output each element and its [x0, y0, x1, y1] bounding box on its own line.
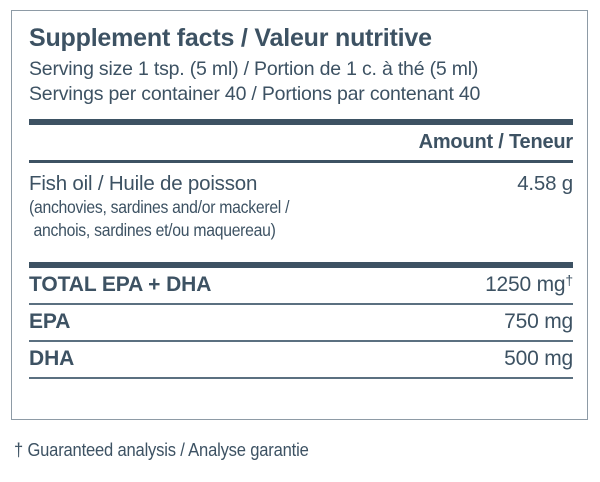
nutrient-row-divider-1: [29, 303, 573, 305]
page-title: Supplement facts / Valeur nutritive: [29, 24, 432, 52]
nutrient-name-dha: DHA: [29, 347, 75, 370]
header-divider-bar-top: [29, 119, 573, 125]
servings-per-container-text: Servings per container 40 / Portions par…: [29, 83, 481, 105]
amount-header-row: Amount / Teneur: [29, 125, 574, 160]
amount-header-label: Amount / Teneur: [418, 131, 574, 153]
footnote-text: † Guaranteed analysis / Analyse garantie: [14, 440, 309, 460]
serving-size-text: Serving size 1 tsp. (5 ml) / Portion de …: [29, 58, 479, 80]
ingredient-source-block: (anchovies, sardines and/or mackerel / a…: [29, 196, 573, 253]
ingredient-amount: 4.58 g: [517, 172, 573, 195]
amount-header-divider: [29, 160, 573, 163]
nutrient-row-total-epa-dha: TOTAL EPA + DHA 1250 mg†: [29, 268, 573, 303]
nutrient-amount-total-epa-dha: 1250 mg†: [485, 273, 573, 297]
nutrient-row-epa: EPA 750 mg: [29, 305, 573, 340]
nutrients-divider-bar: [29, 262, 573, 268]
nutrient-row-divider-2: [29, 340, 573, 342]
supplement-facts-panel: Supplement facts / Valeur nutritive Serv…: [11, 10, 588, 420]
nutrient-amount-dha: 500 mg: [504, 347, 573, 370]
nutrient-amount-value-total-epa-dha: 1250 mg: [485, 273, 566, 296]
nutrient-amount-epa: 750 mg: [504, 310, 573, 333]
panel-content: Supplement facts / Valeur nutritive Serv…: [29, 11, 573, 379]
nutrient-row-dha: DHA 500 mg: [29, 342, 573, 377]
nutrient-name-total-epa-dha: TOTAL EPA + DHA: [29, 273, 212, 296]
nutrient-name-epa: EPA: [29, 310, 71, 333]
ingredient-source-line-fr: anchois, sardines et/ou maquereau): [33, 220, 276, 240]
ingredient-name: Fish oil / Huile de poisson: [29, 172, 258, 195]
nutrient-row-divider-3: [29, 377, 573, 379]
ingredient-row-fish-oil: Fish oil / Huile de poisson 4.58 g: [29, 163, 573, 196]
footnote-marker-icon: †: [565, 272, 573, 288]
ingredient-source-line-en: (anchovies, sardines and/or mackerel /: [29, 197, 290, 217]
